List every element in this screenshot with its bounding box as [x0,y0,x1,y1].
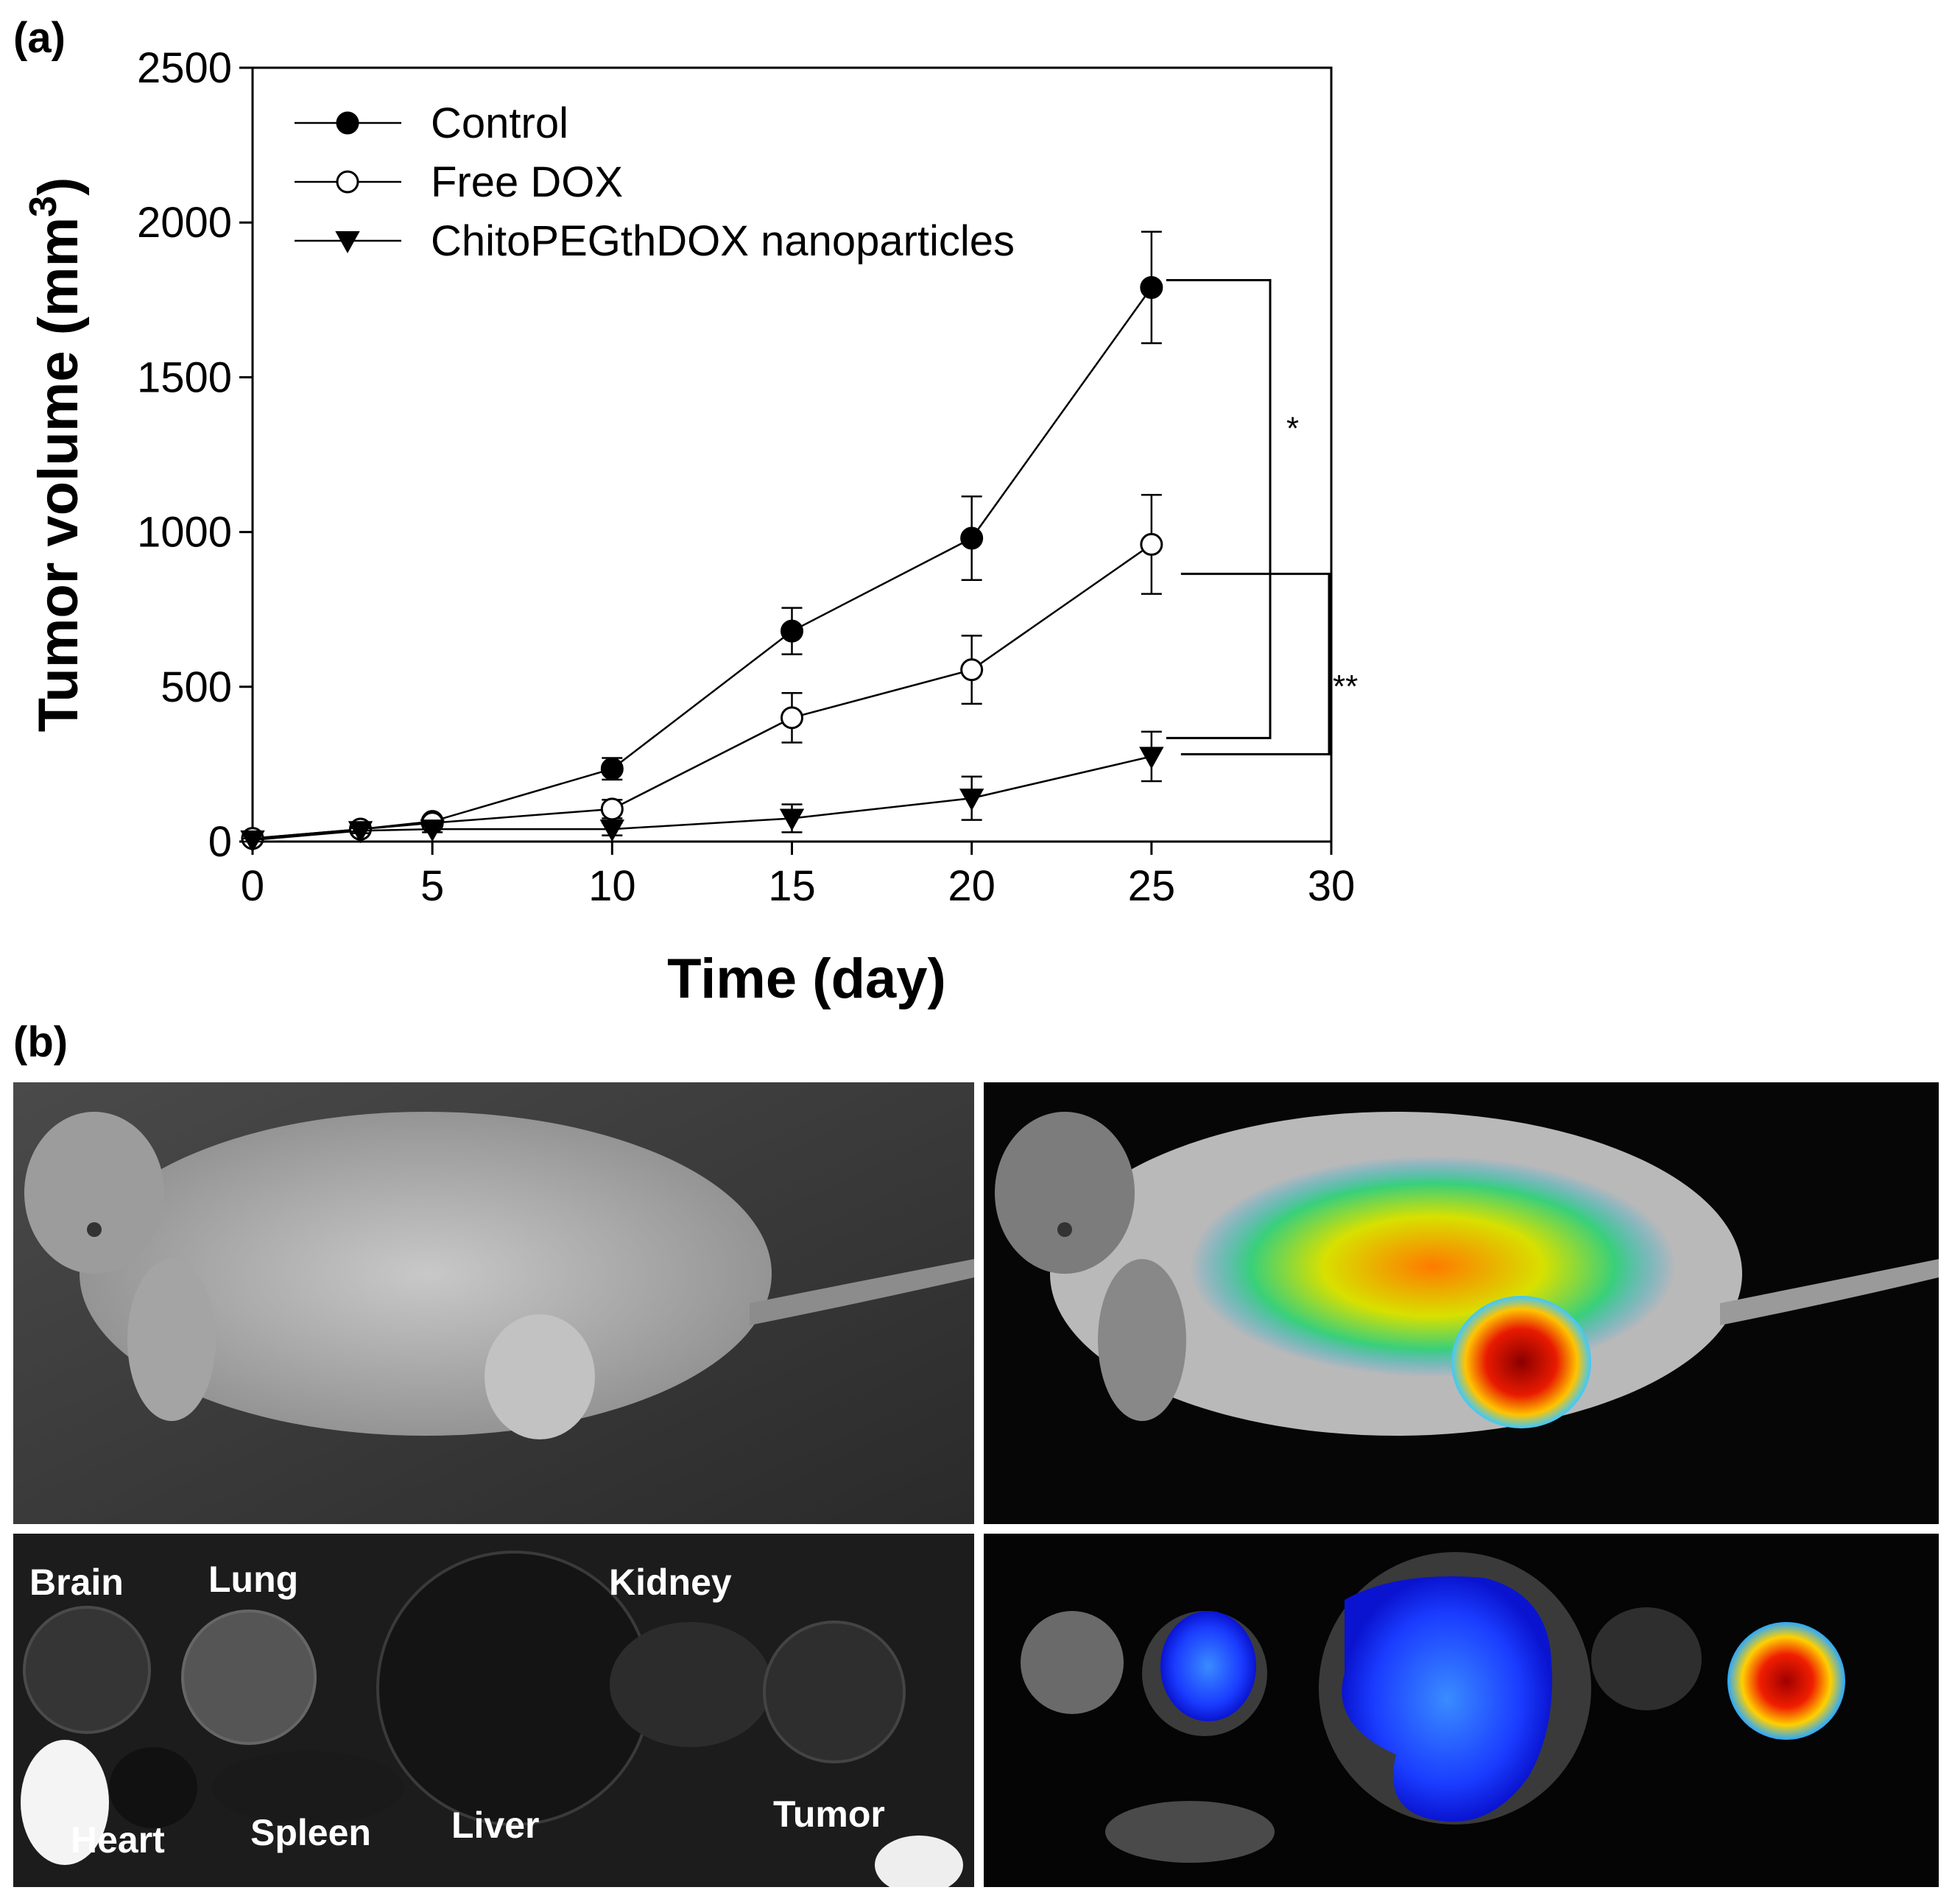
data-point [781,706,803,730]
organ-label-spleen: Spleen [250,1812,371,1853]
series-3 [240,730,1164,853]
significance-bracket [1180,572,1331,755]
data-point [240,830,265,853]
legend-marker [336,111,359,135]
data-point [1139,747,1164,769]
y-axis-title: Tumor volume (mm3) [22,177,90,733]
series-line [252,543,1152,840]
legend-label: Free DOX [431,158,623,206]
y-tick-label: 2500 [137,44,232,92]
y-tick-label: 500 [161,663,232,711]
series-1 [241,230,1163,850]
organ-label-tumor: Tumor [773,1794,885,1835]
legend-marker [335,231,360,254]
organ-label-liver: Liver [451,1805,540,1846]
organ-label-heart: Heart [71,1819,165,1861]
data-point [959,789,984,811]
organ-label-kidney: Kidney [609,1562,732,1603]
y-tick-label: 2000 [137,199,232,247]
x-tick-label: 25 [1128,862,1176,910]
x-tick-label: 5 [420,862,444,910]
x-tick-label: 30 [1308,862,1356,910]
organ-label-lung: Lung [208,1559,299,1600]
significance-label: * [1286,410,1299,446]
legend-label: Control [431,99,568,147]
data-point [420,819,445,842]
data-point [960,526,984,550]
mouse-brightfield-photo [13,1082,974,1524]
data-point [781,619,803,643]
data-point [1140,275,1163,299]
significance-bracket [1166,278,1272,739]
organ-label-brain: Brain [29,1562,124,1603]
tumor-volume-chart: 0 5 10 15 20 25 30 0 500 1000 1500 2000 2500 Time (da… [22,44,1358,1010]
x-tick-label: 10 [588,862,636,910]
x-tick-label: 15 [768,862,816,910]
legend-marker [336,170,359,194]
organs-fluorescence-photo [984,1534,1939,1887]
data-point [1140,532,1163,556]
data-point [600,757,624,780]
data-point [600,797,624,821]
data-point [779,808,805,831]
y-tick-label: 1500 [137,353,232,401]
mouse-fluorescence-photo [984,1082,1939,1524]
x-tick-label: 0 [241,862,264,910]
legend-label: ChitoPEGthDOX nanoparticles [431,217,1015,265]
data-point [599,819,625,842]
series-line [252,286,1152,840]
panel-a-label: (a) [13,14,66,62]
data-point [960,658,984,682]
x-axis-title: Time (day) [667,948,946,1010]
series-2 [241,493,1163,850]
data-point [348,821,373,844]
organs-brightfield-photo [13,1534,974,1887]
x-tick-label: 20 [948,862,996,910]
y-tick-label: 1000 [137,509,232,557]
panel-b-label: (b) [13,1018,68,1066]
y-tick-label: 0 [208,818,232,866]
significance-label: ** [1333,669,1358,705]
